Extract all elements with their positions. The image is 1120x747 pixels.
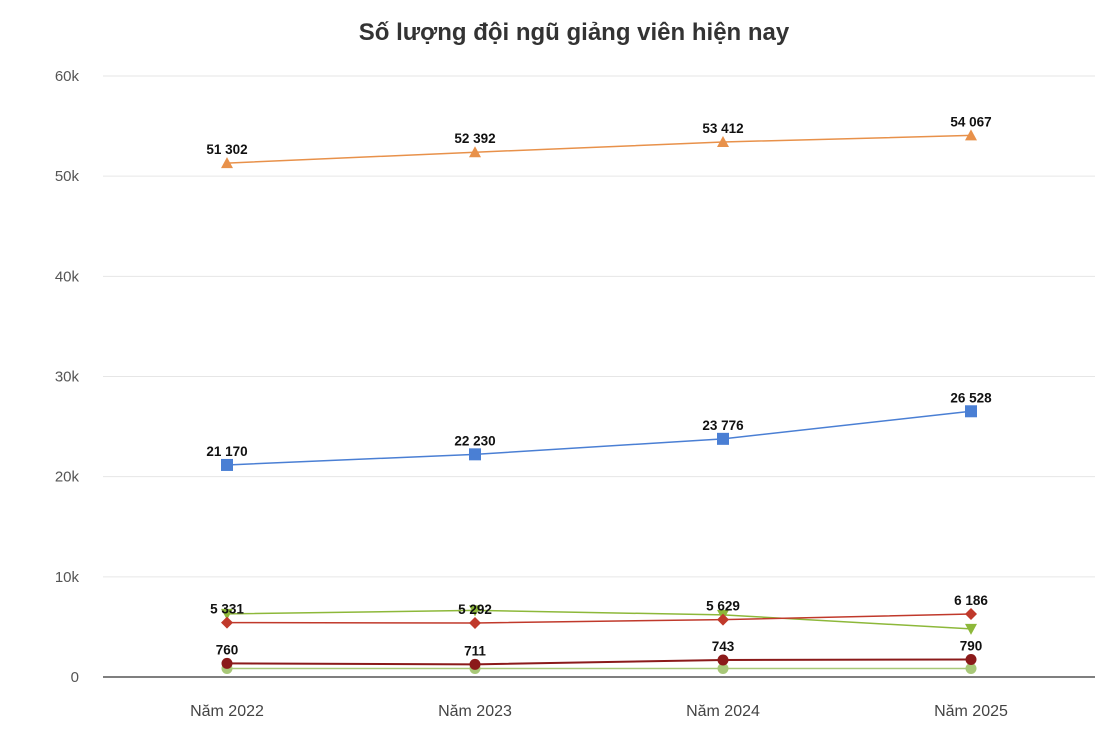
point-marker [717,662,729,674]
grid-lines [103,75,1095,678]
series-group [221,129,977,674]
data-label: 53 412 [702,121,743,136]
point-marker [717,654,729,666]
data-label: 26 528 [950,390,992,405]
point-marker [469,448,481,461]
data-label: 23 776 [702,418,744,433]
data-label: 711 [464,643,486,658]
series-line [226,609,972,630]
x-tick-label: Năm 2025 [934,703,1008,720]
point-marker [717,432,729,445]
data-label: 52 392 [454,131,495,146]
series-darkred [221,653,977,670]
series-line [226,613,972,624]
point-marker [469,146,481,158]
series-red [221,608,977,629]
data-label: 54 067 [950,114,991,129]
data-label: 6 186 [954,593,988,608]
point-marker [965,653,977,665]
point-marker [469,605,481,617]
y-tick-label: 60k [55,68,80,85]
y-tick-label: 30k [55,369,80,386]
x-tick-label: Năm 2022 [190,703,264,720]
point-marker [965,405,977,418]
point-marker [221,458,233,471]
point-marker [469,616,481,629]
series-orange [221,129,977,169]
series-line [226,410,972,466]
series-line [226,134,972,164]
y-tick-label: 50k [55,168,80,185]
point-marker [717,135,729,147]
data-label: 5 331 [210,602,244,617]
data-label: 51 302 [206,142,247,157]
point-marker [221,657,233,669]
y-tick-label: 0 [71,669,79,686]
chart-title: Số lượng đội ngũ giảng viên hiện nay [359,19,790,46]
data-label: 5 292 [458,602,492,617]
point-marker [469,658,481,670]
data-label: 760 [216,642,239,657]
point-marker [221,157,233,169]
data-labels: 51 302 52 392 53 412 54 067 21 170 22 230 23 7… [206,114,992,658]
y-tick-label: 20k [55,469,80,486]
point-marker [965,129,977,141]
point-marker [965,608,977,621]
data-label: 743 [712,639,735,654]
series-line [226,658,972,666]
data-label: 22 230 [454,433,495,448]
y-tick-label: 10k [55,569,80,586]
data-label: 790 [960,638,983,653]
x-tick-label: Năm 2024 [686,703,760,720]
series-blue [221,405,977,471]
series-green [221,605,977,635]
point-marker [221,616,233,629]
data-label: 21 170 [206,444,247,459]
y-tick-label: 40k [55,268,80,285]
point-marker [965,623,977,635]
point-marker [717,613,729,626]
data-label: 5 629 [706,599,740,614]
y-axis: 0 10k 20k 30k 40k 50k 60k [55,68,80,686]
point-marker [221,608,233,620]
x-axis: Năm 2022 Năm 2023 Năm 2024 Năm 2025 [190,703,1008,720]
point-marker [965,662,977,674]
x-tick-label: Năm 2023 [438,703,512,720]
